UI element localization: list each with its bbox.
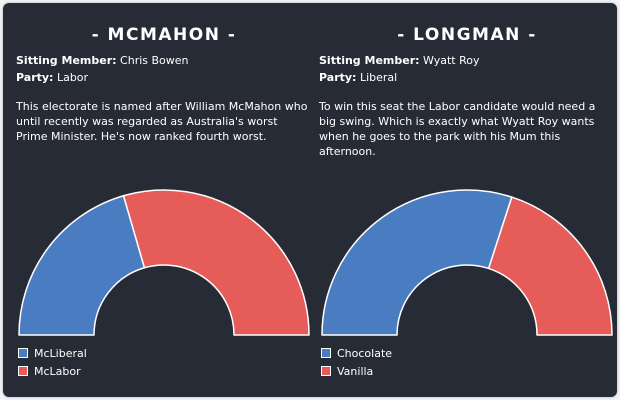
party-value: Liberal	[356, 71, 398, 84]
party-label: Party:	[16, 71, 54, 84]
sitting-member: Sitting Member: Wyatt Roy	[319, 54, 480, 68]
legend-label: McLiberal	[34, 346, 87, 360]
sitting-member-value: Wyatt Roy	[419, 54, 480, 67]
panel-title: - LONGMAN -	[397, 25, 537, 45]
slice-mcliberal	[18, 195, 146, 336]
electorate-description: To win this seat the Labor candidate wou…	[319, 100, 596, 158]
legend-label: Vanilla	[337, 364, 374, 378]
legend-item-mcliberal: McLiberal	[18, 344, 87, 362]
legend-item-vanilla: Vanilla	[321, 362, 392, 380]
electorate-panel-mcmahon: - MCMAHON - Sitting Member: Chris Bowen …	[16, 3, 312, 397]
slice-mclabor	[122, 189, 310, 336]
slice-vanilla	[487, 196, 613, 336]
half-donut-chart	[321, 189, 613, 336]
party: Party: Liberal	[319, 71, 397, 85]
legend-label: Chocolate	[337, 346, 393, 360]
dashboard-frame: - MCMAHON - Sitting Member: Chris Bowen …	[3, 3, 617, 397]
legend-swatch	[321, 366, 331, 376]
legend-item-chocolate: Chocolate	[321, 344, 392, 362]
sitting-member: Sitting Member: Chris Bowen	[16, 54, 189, 68]
electorate-description: This electorate is named after William M…	[16, 100, 308, 143]
sitting-member-label: Sitting Member:	[319, 54, 420, 67]
legend-label: McLabor	[34, 364, 81, 378]
party: Party: Labor	[16, 71, 88, 85]
sitting-member-value: Chris Bowen	[116, 54, 189, 67]
legend-item-mclabor: McLabor	[18, 362, 87, 380]
chart-legend: McLiberal McLabor	[18, 344, 87, 380]
electorate-panel-longman: - LONGMAN - Sitting Member: Wyatt Roy Pa…	[319, 3, 615, 397]
half-donut-chart	[18, 189, 310, 336]
sitting-member-label: Sitting Member:	[16, 54, 117, 67]
slice-chocolate	[321, 189, 513, 336]
party-value: Labor	[53, 71, 89, 84]
legend-swatch	[321, 348, 331, 358]
legend-swatch	[18, 348, 28, 358]
party-label: Party:	[319, 71, 357, 84]
chart-legend: Chocolate Vanilla	[321, 344, 392, 380]
panel-title: - MCMAHON -	[91, 25, 237, 45]
legend-swatch	[18, 366, 28, 376]
